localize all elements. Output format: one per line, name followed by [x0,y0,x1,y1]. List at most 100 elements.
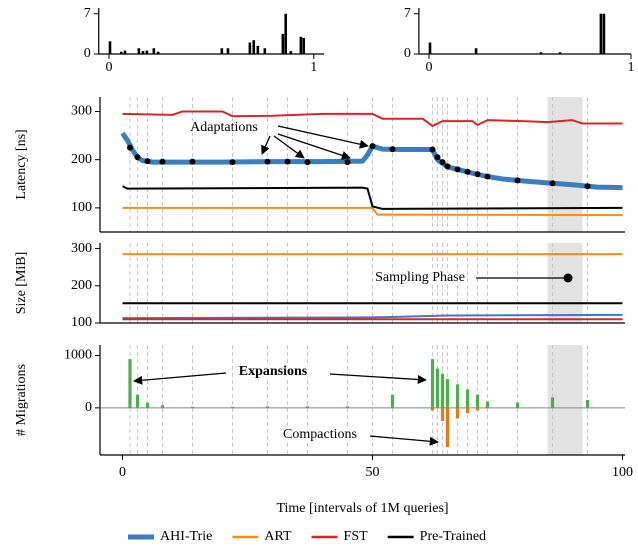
adaptation-point [344,159,351,166]
y-tick-label: 300 [71,104,92,119]
bar [152,48,156,54]
y-axis-label: Size [MiB] [14,252,29,315]
y-axis-label: # Migrations [14,364,29,436]
adaptation-point [549,180,556,187]
annotation-dot [563,273,573,283]
annotation-arrow [329,373,427,385]
adaptation-point [189,158,196,165]
bar [123,50,127,54]
adaptation-point [134,154,141,161]
bar [299,36,303,54]
bar [190,406,195,408]
bar [558,52,562,54]
bar [263,48,267,54]
bar [345,406,350,408]
y-tick-label: 1000 [64,348,92,363]
y-tick-label: 7 [84,6,91,21]
adaptation-point [369,143,376,150]
x-tick-label: 100 [612,465,633,480]
bar [284,13,288,54]
x-axis-label: Time [intervals of 1M queries] [276,501,448,516]
annotation-arrow [133,372,227,385]
bar [119,51,123,54]
bar [428,42,432,54]
sampling-phase [547,243,583,323]
bar [281,33,285,54]
adaptation-point [514,177,521,184]
y-tick-label: 300 [71,241,92,256]
bar [455,384,460,408]
x-tick-label: 0 [119,465,126,480]
annotation-arrow [369,435,439,446]
bar [440,407,445,421]
adaptation-point [429,146,436,153]
x-tick-label: 0 [426,60,433,75]
bar [289,51,293,54]
annotation: Compactions [283,427,357,442]
bar [145,402,150,408]
x-tick-label: 1 [628,60,635,75]
bar [135,394,140,408]
adaptation-point [474,171,481,178]
adaptation-point [229,159,236,166]
adaptation-point [584,183,591,190]
x-tick-label: 50 [366,465,380,480]
y-tick-label: 0 [85,400,92,415]
y-tick-label: 0 [404,46,411,61]
bar [430,359,435,408]
bar [539,52,543,54]
adaptation-point [454,166,461,173]
bar [475,407,480,411]
adaptation-point [439,159,446,166]
bar [156,51,160,54]
annotation-arrow [273,135,305,159]
y-axis-label: Latency [ns] [14,129,29,199]
bar [585,400,590,408]
x-tick-label: 1 [310,60,317,75]
bar [137,48,141,54]
y-tick-label: 100 [71,315,92,330]
annotation: Adaptations [190,120,258,135]
bar [474,48,478,54]
annotation-arrow [277,125,369,149]
annotation-arrow [261,135,271,155]
bar [248,42,252,54]
bar [485,401,490,408]
bar [599,13,603,54]
bar [302,37,306,54]
legend-label: FST [344,529,369,544]
sampling-phase [547,97,583,232]
legend-label: ART [264,529,292,544]
adaptation-point [464,168,471,175]
bar [305,406,310,408]
adaptation-point [304,159,311,166]
adaptation-point [434,154,441,161]
bar [230,406,235,408]
adaptation-point [284,158,291,165]
bar [455,407,460,419]
bar [108,41,112,54]
adaptation-point [159,158,166,165]
annotation: Sampling Phase [375,270,465,285]
series-line [122,313,623,320]
bar [390,394,395,408]
y-tick-label: 200 [71,152,92,167]
bar [445,407,450,448]
adaptation-point [264,158,271,165]
bar [465,389,470,408]
series-line [122,206,623,217]
bar [141,51,145,54]
y-tick-label: 100 [71,200,92,215]
legend-label: AHI-Trie [160,529,212,544]
bar [435,368,440,408]
adaptation-point [389,146,396,153]
bar [226,48,230,54]
bar [550,397,555,408]
bar [145,50,149,54]
bar [256,45,260,54]
bar [602,13,606,54]
adaptation-point [144,158,151,165]
x-tick-label: 0 [105,60,112,75]
bar [160,405,165,408]
